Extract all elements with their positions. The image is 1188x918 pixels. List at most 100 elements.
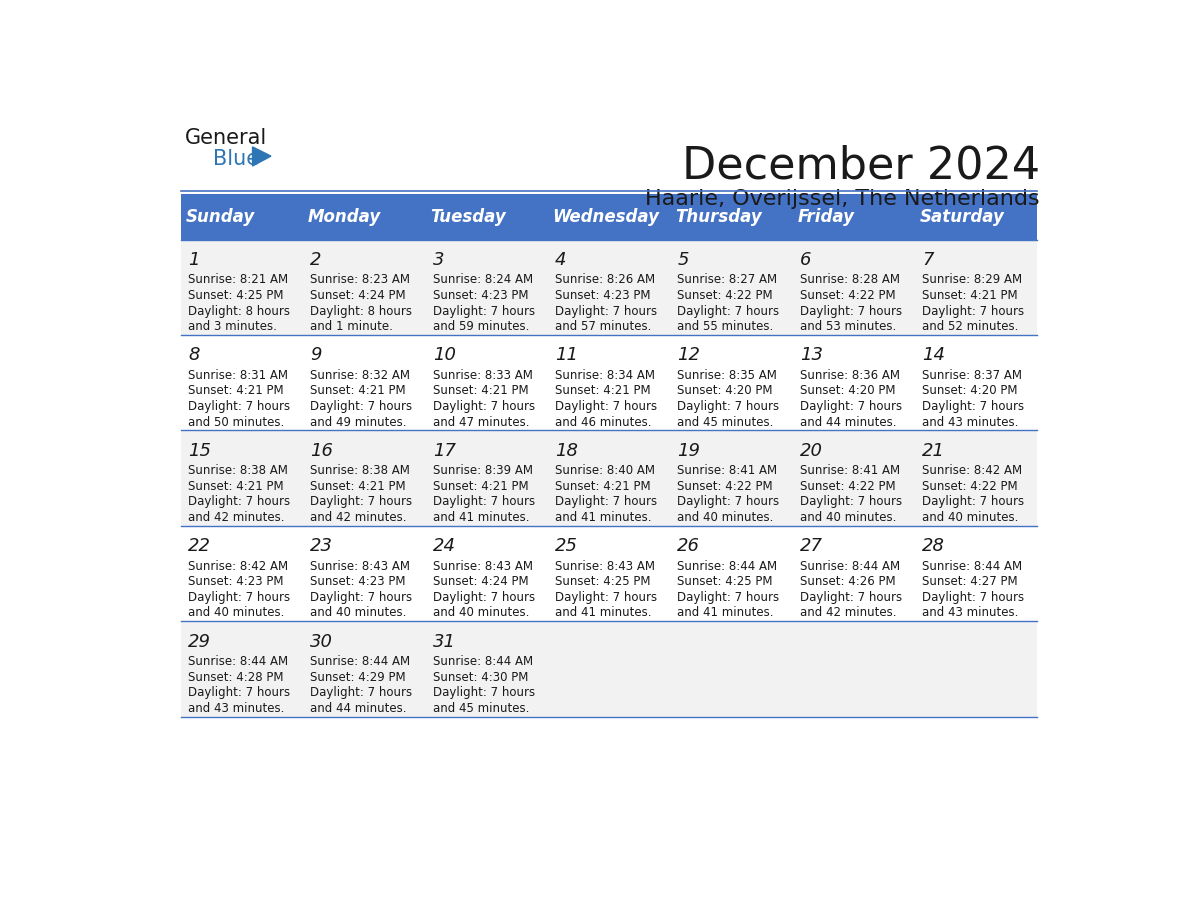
Text: Daylight: 7 hours: Daylight: 7 hours (432, 591, 535, 604)
Text: Sunrise: 8:44 AM: Sunrise: 8:44 AM (800, 560, 899, 573)
Text: and 41 minutes.: and 41 minutes. (432, 511, 529, 524)
Text: Sunset: 4:23 PM: Sunset: 4:23 PM (188, 576, 284, 588)
Text: Daylight: 7 hours: Daylight: 7 hours (310, 496, 412, 509)
Text: Daylight: 7 hours: Daylight: 7 hours (432, 496, 535, 509)
Text: and 53 minutes.: and 53 minutes. (800, 320, 896, 333)
Text: and 40 minutes.: and 40 minutes. (800, 511, 896, 524)
Text: Sunrise: 8:27 AM: Sunrise: 8:27 AM (677, 274, 777, 286)
Text: Daylight: 7 hours: Daylight: 7 hours (922, 496, 1024, 509)
Text: Daylight: 7 hours: Daylight: 7 hours (922, 400, 1024, 413)
Text: Sunrise: 8:38 AM: Sunrise: 8:38 AM (188, 465, 287, 477)
Text: Sunrise: 8:31 AM: Sunrise: 8:31 AM (188, 369, 289, 382)
Text: and 42 minutes.: and 42 minutes. (188, 511, 285, 524)
Text: and 52 minutes.: and 52 minutes. (922, 320, 1018, 333)
Text: 8: 8 (188, 346, 200, 364)
Text: 10: 10 (432, 346, 456, 364)
Text: Sunrise: 8:43 AM: Sunrise: 8:43 AM (310, 560, 410, 573)
Text: Sunset: 4:22 PM: Sunset: 4:22 PM (800, 480, 896, 493)
Text: and 43 minutes.: and 43 minutes. (188, 701, 284, 715)
Text: Sunrise: 8:35 AM: Sunrise: 8:35 AM (677, 369, 777, 382)
Text: Daylight: 7 hours: Daylight: 7 hours (310, 591, 412, 604)
Text: Sunrise: 8:21 AM: Sunrise: 8:21 AM (188, 274, 289, 286)
Text: Sunset: 4:21 PM: Sunset: 4:21 PM (310, 385, 406, 397)
Text: and 46 minutes.: and 46 minutes. (555, 416, 651, 429)
Text: Sunrise: 8:44 AM: Sunrise: 8:44 AM (188, 655, 289, 668)
Text: Sunset: 4:21 PM: Sunset: 4:21 PM (922, 289, 1018, 302)
Text: Sunrise: 8:26 AM: Sunrise: 8:26 AM (555, 274, 655, 286)
Text: Sunrise: 8:32 AM: Sunrise: 8:32 AM (310, 369, 410, 382)
Text: Sunset: 4:21 PM: Sunset: 4:21 PM (432, 480, 529, 493)
Text: Daylight: 7 hours: Daylight: 7 hours (800, 305, 902, 318)
Text: Friday: Friday (797, 207, 854, 226)
Text: Daylight: 7 hours: Daylight: 7 hours (432, 400, 535, 413)
Text: 16: 16 (310, 442, 334, 460)
Text: and 50 minutes.: and 50 minutes. (188, 416, 284, 429)
Text: Sunrise: 8:34 AM: Sunrise: 8:34 AM (555, 369, 655, 382)
Text: 28: 28 (922, 537, 944, 555)
Text: Sunset: 4:21 PM: Sunset: 4:21 PM (555, 385, 651, 397)
Text: Daylight: 7 hours: Daylight: 7 hours (432, 305, 535, 318)
Text: and 42 minutes.: and 42 minutes. (310, 511, 407, 524)
Text: and 59 minutes.: and 59 minutes. (432, 320, 529, 333)
Text: Daylight: 7 hours: Daylight: 7 hours (922, 591, 1024, 604)
Text: 3: 3 (432, 251, 444, 269)
Text: 29: 29 (188, 633, 211, 651)
Text: Sunrise: 8:44 AM: Sunrise: 8:44 AM (922, 560, 1022, 573)
Text: Sunrise: 8:39 AM: Sunrise: 8:39 AM (432, 465, 532, 477)
Text: Sunset: 4:29 PM: Sunset: 4:29 PM (310, 671, 406, 684)
Text: Sunrise: 8:44 AM: Sunrise: 8:44 AM (432, 655, 533, 668)
Text: 1: 1 (188, 251, 200, 269)
Text: Sunset: 4:23 PM: Sunset: 4:23 PM (310, 576, 406, 588)
Text: 25: 25 (555, 537, 579, 555)
Text: Sunrise: 8:43 AM: Sunrise: 8:43 AM (555, 560, 655, 573)
Text: Sunrise: 8:36 AM: Sunrise: 8:36 AM (800, 369, 899, 382)
Text: Daylight: 7 hours: Daylight: 7 hours (555, 591, 657, 604)
Text: Sunset: 4:25 PM: Sunset: 4:25 PM (555, 576, 651, 588)
Text: Sunset: 4:27 PM: Sunset: 4:27 PM (922, 576, 1018, 588)
Text: Daylight: 7 hours: Daylight: 7 hours (555, 305, 657, 318)
Text: and 1 minute.: and 1 minute. (310, 320, 393, 333)
Text: Sunset: 4:25 PM: Sunset: 4:25 PM (677, 576, 773, 588)
Text: and 40 minutes.: and 40 minutes. (310, 607, 406, 620)
Text: Sunset: 4:25 PM: Sunset: 4:25 PM (188, 289, 284, 302)
Text: Thursday: Thursday (675, 207, 762, 226)
Text: Sunrise: 8:33 AM: Sunrise: 8:33 AM (432, 369, 532, 382)
Text: and 47 minutes.: and 47 minutes. (432, 416, 529, 429)
Polygon shape (253, 147, 271, 166)
Text: 7: 7 (922, 251, 934, 269)
Text: Sunset: 4:28 PM: Sunset: 4:28 PM (188, 671, 284, 684)
Text: Tuesday: Tuesday (430, 207, 506, 226)
Text: Daylight: 7 hours: Daylight: 7 hours (677, 591, 779, 604)
Text: Daylight: 8 hours: Daylight: 8 hours (310, 305, 412, 318)
Text: Sunset: 4:22 PM: Sunset: 4:22 PM (922, 480, 1018, 493)
Text: 21: 21 (922, 442, 944, 460)
Text: Daylight: 7 hours: Daylight: 7 hours (310, 400, 412, 413)
Text: Sunset: 4:21 PM: Sunset: 4:21 PM (310, 480, 406, 493)
Text: Sunrise: 8:24 AM: Sunrise: 8:24 AM (432, 274, 533, 286)
Text: Daylight: 7 hours: Daylight: 7 hours (800, 591, 902, 604)
Text: Daylight: 7 hours: Daylight: 7 hours (432, 687, 535, 700)
Text: Sunset: 4:20 PM: Sunset: 4:20 PM (677, 385, 773, 397)
Text: and 45 minutes.: and 45 minutes. (677, 416, 773, 429)
Text: Daylight: 7 hours: Daylight: 7 hours (555, 496, 657, 509)
Text: General: General (185, 128, 267, 148)
Text: 13: 13 (800, 346, 823, 364)
Text: 20: 20 (800, 442, 823, 460)
Text: 19: 19 (677, 442, 701, 460)
Bar (181, 240, 1037, 335)
Text: Sunset: 4:22 PM: Sunset: 4:22 PM (800, 289, 896, 302)
Bar (181, 526, 1037, 621)
Text: 24: 24 (432, 537, 456, 555)
Text: and 57 minutes.: and 57 minutes. (555, 320, 651, 333)
Text: and 43 minutes.: and 43 minutes. (922, 607, 1018, 620)
Text: and 40 minutes.: and 40 minutes. (432, 607, 529, 620)
Text: Saturday: Saturday (920, 207, 1004, 226)
Text: Sunset: 4:22 PM: Sunset: 4:22 PM (677, 480, 773, 493)
Text: and 49 minutes.: and 49 minutes. (310, 416, 407, 429)
Text: Sunday: Sunday (185, 207, 255, 226)
Text: and 42 minutes.: and 42 minutes. (800, 607, 896, 620)
Text: Wednesday: Wednesday (552, 207, 659, 226)
Text: and 40 minutes.: and 40 minutes. (677, 511, 773, 524)
Text: Daylight: 7 hours: Daylight: 7 hours (922, 305, 1024, 318)
Text: Sunrise: 8:41 AM: Sunrise: 8:41 AM (677, 465, 777, 477)
